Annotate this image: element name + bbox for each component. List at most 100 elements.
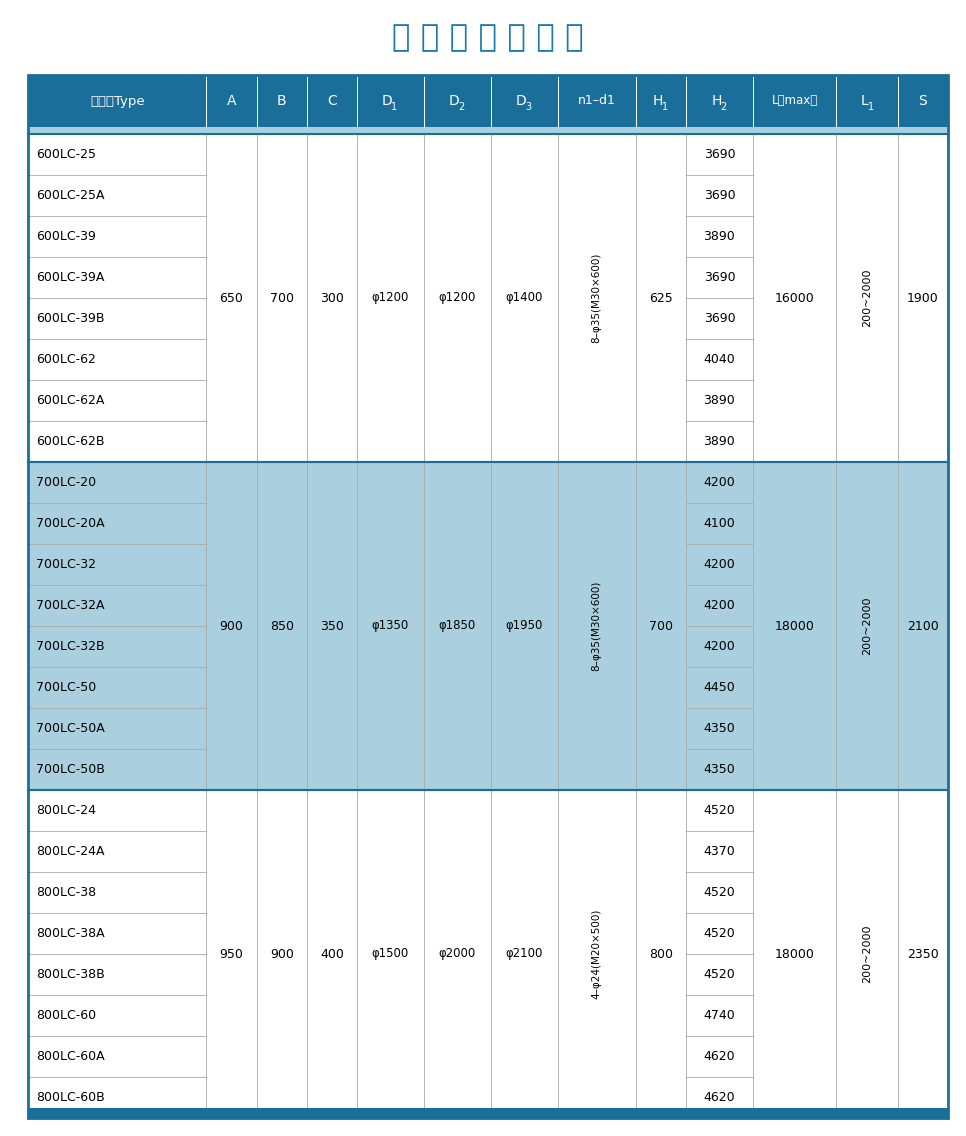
Text: 4–φ24(M20×500): 4–φ24(M20×500) bbox=[592, 909, 602, 1000]
Text: H: H bbox=[653, 94, 663, 108]
Text: 200~2000: 200~2000 bbox=[862, 269, 872, 327]
Text: 3890: 3890 bbox=[703, 435, 735, 448]
Bar bbox=[28, 134, 948, 462]
Text: 400: 400 bbox=[320, 947, 344, 961]
Text: 800LC-60: 800LC-60 bbox=[36, 1009, 97, 1022]
Text: 4200: 4200 bbox=[703, 476, 735, 488]
Text: D: D bbox=[449, 94, 460, 108]
Text: 4620: 4620 bbox=[703, 1091, 735, 1104]
Text: 4520: 4520 bbox=[703, 968, 735, 982]
Text: 1: 1 bbox=[868, 102, 874, 112]
Text: D: D bbox=[382, 94, 393, 108]
Text: 625: 625 bbox=[649, 292, 672, 304]
Text: 700LC-32A: 700LC-32A bbox=[36, 599, 104, 612]
Text: 4620: 4620 bbox=[703, 1050, 735, 1063]
Text: 800LC-24A: 800LC-24A bbox=[36, 845, 104, 858]
Text: L: L bbox=[861, 94, 868, 108]
Text: 600LC-39: 600LC-39 bbox=[36, 229, 96, 243]
Text: 600LC-62A: 600LC-62A bbox=[36, 394, 104, 407]
Text: 800LC-60B: 800LC-60B bbox=[36, 1091, 104, 1104]
Text: 3: 3 bbox=[526, 102, 531, 112]
Text: 18000: 18000 bbox=[775, 619, 814, 633]
Text: 600LC-25A: 600LC-25A bbox=[36, 189, 104, 202]
Text: 4100: 4100 bbox=[703, 517, 735, 531]
Text: φ1200: φ1200 bbox=[372, 292, 410, 304]
Text: H: H bbox=[711, 94, 722, 108]
Text: 4040: 4040 bbox=[703, 353, 735, 366]
Text: φ1950: φ1950 bbox=[505, 619, 543, 633]
Bar bbox=[28, 462, 948, 790]
Text: 950: 950 bbox=[219, 947, 243, 961]
Text: 900: 900 bbox=[270, 947, 294, 961]
Text: 700LC-50B: 700LC-50B bbox=[36, 763, 105, 776]
Text: φ1200: φ1200 bbox=[439, 292, 476, 304]
Text: 18000: 18000 bbox=[775, 947, 814, 961]
Text: L（max）: L（max） bbox=[772, 94, 818, 108]
Text: 200~2000: 200~2000 bbox=[862, 925, 872, 984]
Text: 4450: 4450 bbox=[703, 680, 735, 694]
Text: 3690: 3690 bbox=[703, 272, 735, 284]
Text: 外 形 安 装 尺 寸 表: 外 形 安 装 尺 寸 表 bbox=[392, 24, 583, 52]
Text: 3690: 3690 bbox=[703, 189, 735, 202]
Bar bbox=[28, 790, 948, 1118]
Text: 4200: 4200 bbox=[703, 558, 735, 571]
Text: 800LC-60A: 800LC-60A bbox=[36, 1050, 104, 1063]
Text: 350: 350 bbox=[320, 619, 344, 633]
Text: 16000: 16000 bbox=[775, 292, 814, 304]
Text: 600LC-25: 600LC-25 bbox=[36, 148, 96, 161]
Text: 2: 2 bbox=[458, 102, 465, 112]
Text: 3690: 3690 bbox=[703, 148, 735, 161]
Text: 850: 850 bbox=[270, 619, 294, 633]
Text: 3690: 3690 bbox=[703, 312, 735, 325]
Text: 2100: 2100 bbox=[907, 619, 939, 633]
Text: 700LC-50: 700LC-50 bbox=[36, 680, 97, 694]
Text: 600LC-39B: 600LC-39B bbox=[36, 312, 104, 325]
Text: 600LC-39A: 600LC-39A bbox=[36, 272, 104, 284]
Text: 1900: 1900 bbox=[907, 292, 939, 304]
Text: 700LC-32B: 700LC-32B bbox=[36, 640, 104, 653]
Text: 1: 1 bbox=[391, 102, 397, 112]
Text: 4740: 4740 bbox=[703, 1009, 735, 1022]
Text: 300: 300 bbox=[320, 292, 344, 304]
Text: 4520: 4520 bbox=[703, 804, 735, 817]
Bar bbox=[28, 75, 948, 127]
Text: 3890: 3890 bbox=[703, 394, 735, 407]
Text: 200~2000: 200~2000 bbox=[862, 596, 872, 655]
Text: 2: 2 bbox=[721, 102, 726, 112]
Text: 8–φ35(M30×600): 8–φ35(M30×600) bbox=[592, 580, 602, 671]
Text: 2350: 2350 bbox=[907, 947, 939, 961]
Text: φ2100: φ2100 bbox=[505, 947, 543, 961]
Text: 4520: 4520 bbox=[703, 927, 735, 939]
Text: 泵型号Type: 泵型号Type bbox=[90, 94, 145, 108]
Text: B: B bbox=[277, 94, 287, 108]
Text: 4200: 4200 bbox=[703, 640, 735, 653]
Text: 700: 700 bbox=[270, 292, 294, 304]
Text: 700LC-20: 700LC-20 bbox=[36, 476, 97, 488]
Text: φ1500: φ1500 bbox=[372, 947, 409, 961]
Text: 8–φ35(M30×600): 8–φ35(M30×600) bbox=[592, 253, 602, 343]
Text: 700: 700 bbox=[649, 619, 673, 633]
Text: 900: 900 bbox=[219, 619, 243, 633]
Text: 800LC-38B: 800LC-38B bbox=[36, 968, 104, 982]
Text: 4350: 4350 bbox=[703, 763, 735, 776]
Text: A: A bbox=[227, 94, 237, 108]
Text: D: D bbox=[516, 94, 526, 108]
Text: C: C bbox=[327, 94, 337, 108]
Text: 700LC-32: 700LC-32 bbox=[36, 558, 96, 571]
Text: 600LC-62: 600LC-62 bbox=[36, 353, 96, 366]
Text: 800LC-24: 800LC-24 bbox=[36, 804, 96, 817]
Text: 600LC-62B: 600LC-62B bbox=[36, 435, 104, 448]
Text: 700LC-20A: 700LC-20A bbox=[36, 517, 104, 531]
Text: 800LC-38A: 800LC-38A bbox=[36, 927, 104, 939]
Text: 4370: 4370 bbox=[703, 845, 735, 858]
Text: 4350: 4350 bbox=[703, 722, 735, 735]
Text: 4200: 4200 bbox=[703, 599, 735, 612]
Text: 4520: 4520 bbox=[703, 886, 735, 899]
Bar bbox=[28, 1108, 948, 1118]
Text: 800LC-38: 800LC-38 bbox=[36, 886, 97, 899]
Text: 3890: 3890 bbox=[703, 229, 735, 243]
Bar bbox=[28, 127, 948, 134]
Text: φ2000: φ2000 bbox=[439, 947, 476, 961]
Text: 650: 650 bbox=[219, 292, 243, 304]
Text: 1: 1 bbox=[662, 102, 668, 112]
